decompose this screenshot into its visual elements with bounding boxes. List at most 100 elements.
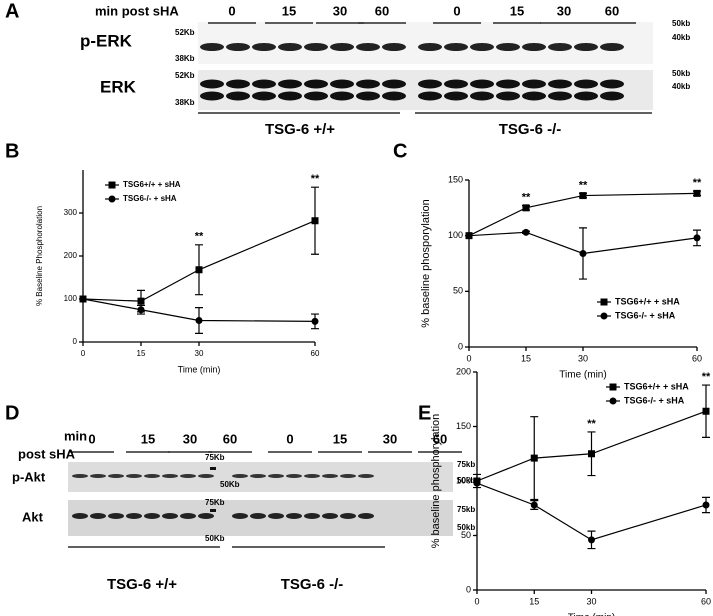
x-axis-label: Time (min)	[568, 613, 615, 616]
marker-label: 50kb	[457, 523, 475, 532]
marker-label: 75Kb	[205, 453, 225, 462]
marker-label: 50Kb	[205, 534, 225, 543]
band	[496, 43, 520, 51]
band	[90, 513, 106, 519]
y-tick-label: 300	[64, 208, 78, 217]
marker-label: 38Kb	[175, 98, 195, 107]
band	[574, 79, 598, 89]
marker-label: 75kb	[457, 505, 475, 514]
y-axis-label: % baseline phosphorylation	[430, 414, 442, 549]
panel-label: A	[5, 0, 19, 22]
legend-label: TSG6-/- + sHA	[624, 395, 685, 405]
blot-header: min	[64, 428, 87, 443]
band	[200, 43, 224, 51]
band	[250, 513, 266, 519]
marker	[579, 192, 587, 200]
bands	[200, 43, 624, 101]
time-label: 0	[453, 3, 460, 18]
y-tick-label: 100	[448, 230, 463, 240]
x-axis-label: Time (min)	[559, 370, 606, 381]
marker	[465, 232, 473, 240]
marker	[195, 317, 203, 324]
legend-label: TSG6+/+ + sHA	[624, 381, 689, 391]
marker	[79, 295, 87, 303]
y-tick-label: 100	[64, 294, 78, 303]
x-tick-label: 0	[81, 349, 86, 358]
band	[358, 474, 374, 478]
band	[496, 79, 520, 89]
band	[278, 91, 302, 101]
legend-marker	[609, 397, 617, 405]
marker	[522, 228, 530, 236]
band	[278, 43, 302, 51]
band	[144, 513, 160, 519]
band	[180, 474, 196, 478]
y-tick-label: 100	[456, 475, 471, 485]
x-tick-label: 60	[701, 596, 711, 606]
annotation: **	[587, 418, 596, 430]
annotation: **	[702, 371, 711, 383]
band	[226, 43, 250, 51]
time-label: 30	[557, 3, 571, 18]
y-axis-label: % Baseline Phosphorolation	[35, 206, 44, 306]
row-label: p-Akt	[12, 469, 46, 484]
series-line	[468, 192, 698, 237]
marker-label: 50kb	[457, 476, 475, 485]
x-tick-label: 15	[137, 349, 146, 358]
x-tick-label: 15	[521, 353, 531, 363]
band	[356, 43, 380, 51]
band	[444, 43, 468, 51]
group-label: TSG-6 +/+	[265, 121, 335, 138]
legend-marker	[609, 383, 617, 391]
band	[548, 91, 572, 101]
series-line	[476, 482, 707, 541]
band	[304, 513, 320, 519]
band	[522, 79, 546, 89]
band	[200, 91, 224, 101]
band	[226, 91, 250, 101]
marker	[530, 501, 538, 509]
marker	[311, 217, 319, 225]
band	[180, 513, 196, 519]
band	[470, 43, 494, 51]
time-label: 60	[375, 3, 389, 18]
band	[126, 474, 142, 478]
band	[162, 513, 178, 519]
marker	[588, 536, 595, 544]
band	[418, 91, 442, 101]
band	[322, 474, 338, 478]
time-label: 0	[88, 431, 95, 446]
marker-label: 50Kb	[220, 480, 240, 489]
time-label: 30	[383, 431, 397, 446]
band	[600, 91, 624, 101]
y-tick-label: 50	[461, 530, 471, 540]
ladder	[210, 509, 216, 512]
row-label: Akt	[22, 509, 44, 524]
band	[304, 91, 328, 101]
x-tick-label: 15	[529, 596, 539, 606]
legend-marker	[600, 312, 608, 320]
band	[382, 43, 406, 51]
x-tick-label: 0	[466, 353, 471, 363]
marker	[588, 450, 595, 458]
x-tick-label: 30	[586, 596, 596, 606]
series-line	[82, 298, 316, 322]
annotation: **	[522, 192, 531, 204]
y-tick-label: 150	[456, 421, 471, 431]
band	[126, 513, 142, 519]
marker	[693, 234, 701, 242]
marker-label: 40kb	[672, 33, 690, 42]
legend-label: TSG6+/+ + sHA	[615, 296, 680, 306]
annotation: **	[579, 179, 588, 191]
time-label: 30	[333, 3, 347, 18]
time-label: 60	[223, 431, 237, 446]
time-label: 15	[282, 3, 296, 18]
band	[198, 474, 214, 478]
ladder	[210, 467, 216, 470]
time-label: 0	[228, 3, 235, 18]
band	[268, 513, 284, 519]
legend-label: TSG6-/- + sHA	[123, 194, 177, 203]
band	[304, 474, 320, 478]
band	[232, 513, 248, 519]
